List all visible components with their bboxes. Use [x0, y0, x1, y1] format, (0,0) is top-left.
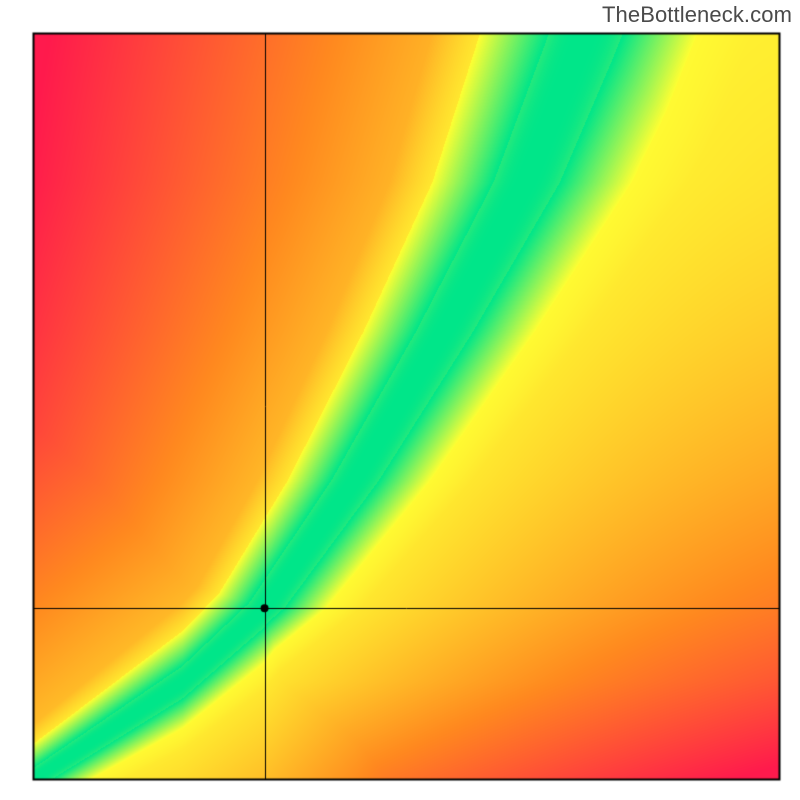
heatmap-canvas: [0, 0, 800, 800]
chart-container: TheBottleneck.com: [0, 0, 800, 800]
watermark-text: TheBottleneck.com: [602, 2, 792, 28]
